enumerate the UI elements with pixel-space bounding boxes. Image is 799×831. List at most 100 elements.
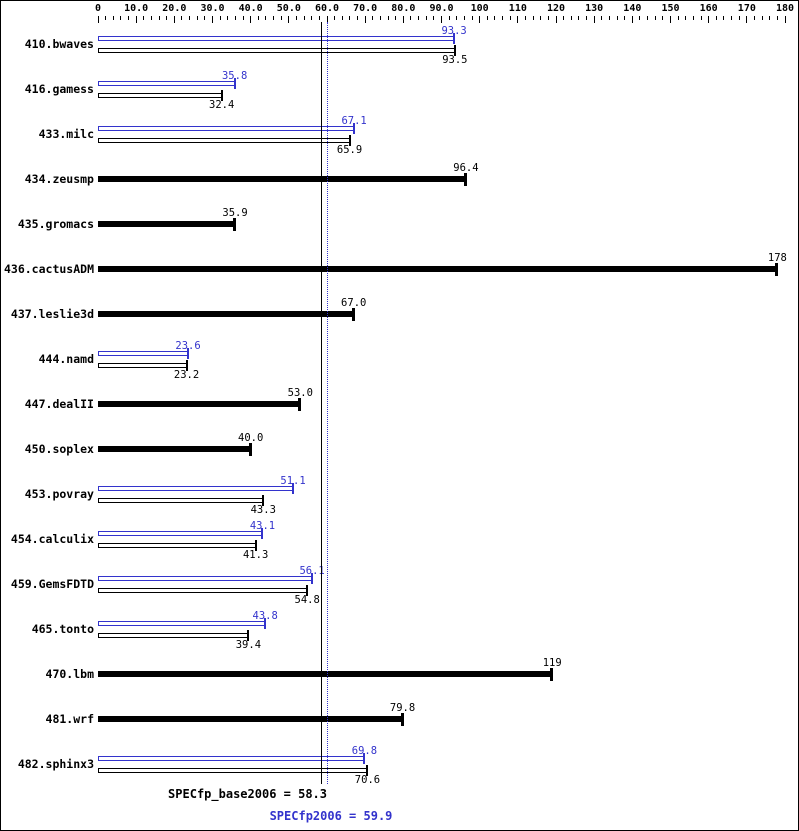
base-bar-endcap <box>248 443 252 456</box>
base-value-label: 70.6 <box>354 774 381 786</box>
axis-minor-tick <box>257 16 259 20</box>
peak-value-label: 43.8 <box>252 610 278 622</box>
axis-major-tick <box>97 16 99 23</box>
axis-minor-tick <box>143 16 145 20</box>
peak-bar-endcap <box>353 123 356 134</box>
base-value-label: 41.3 <box>242 549 269 561</box>
axis-minor-tick <box>509 16 511 20</box>
base-bar-endcap <box>298 398 302 411</box>
axis-tick-label: 50.0 <box>276 3 301 14</box>
base-bar <box>98 671 553 677</box>
benchmark-label: 435.gromacs <box>17 217 94 231</box>
axis-minor-tick <box>295 16 297 20</box>
axis-minor-tick <box>234 16 236 20</box>
axis-tick-label: 170 <box>737 3 756 14</box>
base-bar <box>98 716 403 722</box>
base-bar <box>98 363 187 368</box>
axis-minor-tick <box>303 16 305 20</box>
axis-minor-tick <box>128 16 130 20</box>
axis-minor-tick <box>547 16 549 20</box>
axis-minor-tick <box>654 16 656 20</box>
benchmark-label: 436.cactusADM <box>3 262 94 276</box>
base-bar-endcap <box>351 308 355 321</box>
base-bar <box>98 221 236 227</box>
base-bar-endcap <box>262 495 265 506</box>
peak-bar <box>98 81 235 86</box>
axis-minor-tick <box>219 16 221 20</box>
base-value-label: 53.0 <box>287 387 313 399</box>
peak-bar-endcap <box>187 348 190 359</box>
benchmark-label: 453.povray <box>24 487 94 501</box>
benchmark-label: 447.dealII <box>24 397 94 411</box>
axis-major-tick <box>670 16 671 23</box>
axis-minor-tick <box>570 16 572 20</box>
axis-minor-tick <box>387 16 389 20</box>
peak-value-label: 35.8 <box>221 70 248 82</box>
benchmark-label: 465.tonto <box>31 622 94 636</box>
base-bar <box>98 401 301 407</box>
base-value-label: 54.8 <box>294 594 320 606</box>
base-bar-endcap <box>247 630 250 641</box>
axis-minor-tick <box>372 16 374 20</box>
axis-minor-tick <box>204 16 206 20</box>
axis-tick-label: 30.0 <box>200 3 225 14</box>
axis-tick-label: 20.0 <box>162 3 187 14</box>
axis-minor-tick <box>242 16 244 20</box>
base-value-label: 79.8 <box>389 702 416 714</box>
peak-bar <box>98 126 355 131</box>
axis-minor-tick <box>761 16 763 20</box>
benchmark-label: 450.soplex <box>24 442 94 456</box>
base-bar <box>98 93 222 98</box>
base-bar-endcap <box>775 263 779 276</box>
axis-minor-tick <box>265 16 267 20</box>
axis-minor-tick <box>349 16 351 20</box>
base-value-label: 67.0 <box>341 297 367 309</box>
axis-minor-tick <box>601 16 603 20</box>
base-bar <box>98 588 308 593</box>
axis-minor-tick <box>189 16 191 20</box>
axis-minor-tick <box>563 16 565 20</box>
axis-tick-label: 100 <box>470 3 489 14</box>
axis-tick-label: 90.0 <box>429 3 454 14</box>
axis-minor-tick <box>379 16 381 20</box>
benchmark-label: 444.namd <box>38 352 94 366</box>
axis-tick-label: 150 <box>661 3 680 14</box>
base-value-label: 43.3 <box>250 504 276 516</box>
base-bar <box>98 446 251 452</box>
base-mean-line <box>321 22 322 784</box>
axis-minor-tick <box>280 16 282 20</box>
axis-minor-tick <box>357 16 359 20</box>
axis-major-tick <box>288 16 290 23</box>
base-value-label: 93.5 <box>442 54 468 66</box>
axis-minor-tick <box>624 16 626 20</box>
axis-minor-tick <box>334 16 336 20</box>
base-value-label: 65.9 <box>336 144 363 156</box>
axis-tick-label: 0 <box>94 3 102 14</box>
peak-bar <box>98 621 266 626</box>
base-bar-endcap <box>220 90 223 101</box>
peak-bar <box>98 531 263 536</box>
axis-major-tick <box>708 16 710 23</box>
axis-tick-label: 60.0 <box>314 3 340 14</box>
base-bar <box>98 311 354 317</box>
base-bar <box>98 498 264 503</box>
axis-major-tick <box>555 16 557 23</box>
axis-minor-tick <box>608 16 610 20</box>
axis-major-tick <box>746 16 748 23</box>
base-bar-endcap <box>400 713 404 726</box>
base-bar-endcap <box>254 540 257 551</box>
peak-bar <box>98 576 313 581</box>
peak-bar-endcap <box>261 528 264 539</box>
base-bar-endcap <box>185 360 188 371</box>
axis-minor-tick <box>120 16 122 20</box>
axis-minor-tick <box>662 16 664 20</box>
axis-minor-tick <box>776 16 778 20</box>
axis-minor-tick <box>769 16 771 20</box>
axis-minor-tick <box>486 16 488 20</box>
peak-value-label: 51.1 <box>280 475 306 487</box>
axis-minor-tick <box>540 16 542 20</box>
base-value-label: 40.0 <box>238 432 264 444</box>
axis-minor-tick <box>227 16 229 20</box>
axis-major-tick <box>364 16 366 23</box>
